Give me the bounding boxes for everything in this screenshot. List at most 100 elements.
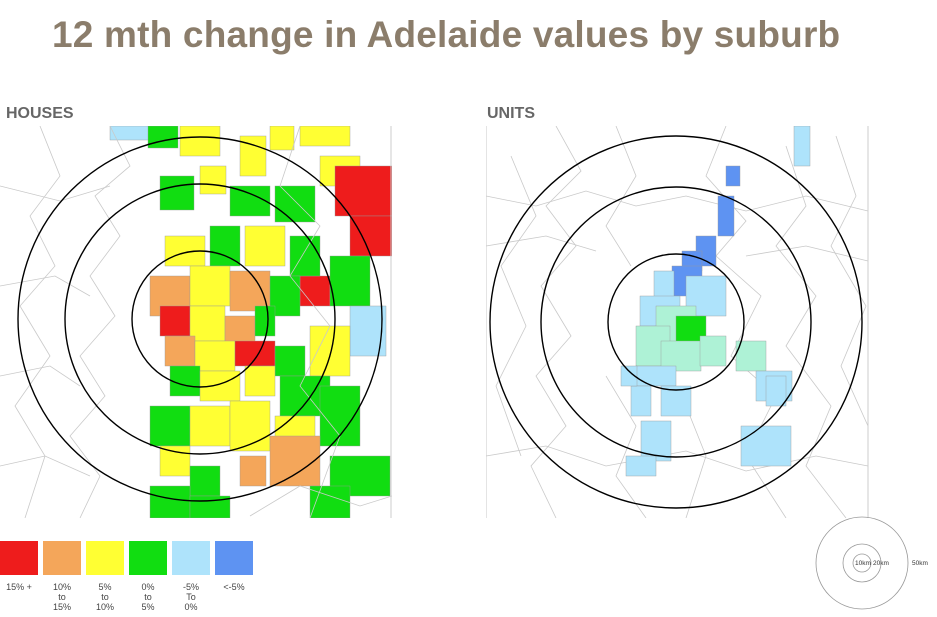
suburb-shape [309,325,351,377]
legend-label-4: -5% To 0% [182,582,199,612]
scale-diagram: 10km 20km 50km [814,515,928,611]
suburb-shape [164,335,196,367]
suburb-shape [717,195,735,237]
suburb-shape [699,335,727,367]
legend-label-0: 15% + [6,582,32,592]
suburb-shape [274,185,316,223]
boundary-line [0,185,111,202]
suburb-shape [189,305,226,342]
suburb-shape [765,375,787,407]
legend-swatch-5 [215,541,253,575]
suburb-shape [229,185,271,217]
suburb-shape [189,405,231,447]
suburb-shape [179,126,221,157]
houses-label: HOUSES [6,105,74,122]
suburb-shape [269,126,295,151]
suburb-shape [209,225,241,267]
suburb-shape [274,345,306,377]
boundary-line [775,145,847,518]
suburb-shape [740,425,792,467]
suburb-shape [299,275,331,307]
legend-label-1: 10% to 15% [52,582,71,612]
ring-10km [131,250,269,388]
suburb-shape [299,126,351,147]
suburb-shape [159,305,191,337]
legend-swatch-0 [0,541,38,575]
scale-ring-20km [842,543,882,583]
suburb-shape [735,340,767,372]
ring-20km [64,183,336,455]
boundary-line [486,190,869,212]
boundary-line [745,245,869,262]
ring-20km [540,186,812,458]
legend-label-3: 0% to 5% [141,582,155,612]
suburb-shape [199,370,241,402]
suburb-shape [349,305,387,357]
boundary-line [530,126,582,518]
boundary-line [605,126,637,267]
boundary-line [69,126,131,518]
suburb-shape [329,455,391,497]
suburb-shape [229,400,271,452]
suburb-shape [194,340,236,372]
suburb-shape [289,235,321,277]
suburb-shape [630,385,652,417]
suburb-shape [229,270,271,312]
suburb-shape [159,445,191,477]
boundary-line [0,365,81,387]
scale-rings [815,516,909,610]
legend-swatch-1 [43,541,81,575]
ring-10km [607,253,745,391]
suburb-shape [169,365,201,397]
suburb-shape [244,365,276,397]
suburb-shape [199,165,227,195]
suburb-shape [635,365,677,387]
suburb-shape [329,255,371,307]
boundary-line [486,445,869,472]
page-title: 12 mth change in Adelaide values by subu… [52,14,841,55]
boundary-line [0,275,91,297]
suburb-shape [159,175,195,211]
suburb-shape [189,465,221,497]
units-map-svg [486,126,869,518]
houses-map-svg [0,126,392,518]
scale-label-20km: 20km [873,560,889,567]
suburb-shape [149,405,191,447]
boundary-line [14,126,61,518]
legend-label-2: 5% to 10% [95,582,114,612]
suburb-shape [793,126,811,167]
boundary-line [495,155,537,457]
suburb-shape [334,165,392,217]
suburb-shape [189,265,231,307]
units-map [486,126,878,518]
scale-ring-10km [852,553,872,573]
boundary-line [0,455,91,477]
scale-label-50km: 50km [912,560,928,567]
legend-label-5: <-5% [223,582,245,592]
units-label: UNITS [487,105,535,122]
suburb-shape [725,165,741,187]
suburb-shape [234,340,276,367]
ring-50km [17,136,383,502]
boundary-line [605,375,647,518]
suburb-shape [244,225,286,267]
suburb-shape [149,485,191,518]
legend-swatch-2 [86,541,124,575]
boundary-line [685,405,707,518]
suburb-shape [269,435,321,487]
boundary-line [249,485,392,517]
scale-label-10km: 10km [855,560,871,567]
suburb-shape [349,215,392,257]
suburb-shape [147,126,179,149]
ring-50km [489,135,863,509]
boundary-line [830,135,869,427]
suburb-shape [239,455,267,487]
suburb-shape [660,385,692,417]
boundary-line [279,126,341,518]
suburb-shape [620,365,638,387]
legend-swatch-4 [172,541,210,575]
legend-swatch-3 [129,541,167,575]
suburb-shape [254,305,276,337]
houses-map [0,126,392,518]
boundary-line [486,235,597,252]
